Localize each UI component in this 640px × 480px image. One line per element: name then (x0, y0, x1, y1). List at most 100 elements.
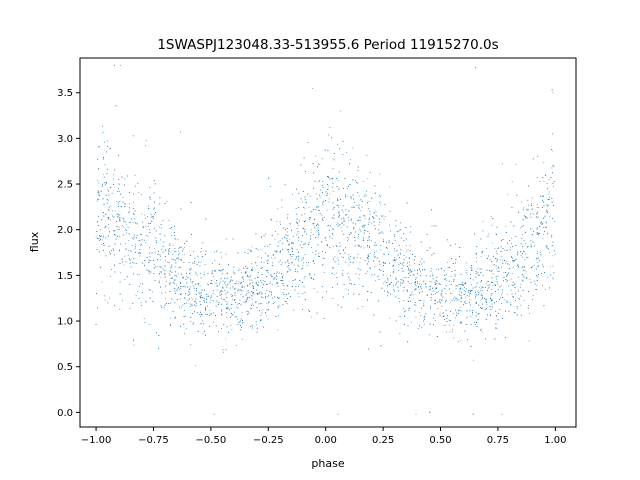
data-point (408, 261, 410, 263)
data-point (523, 275, 525, 277)
data-point (396, 231, 398, 233)
data-point (356, 204, 358, 206)
data-point (511, 256, 512, 258)
data-point (417, 269, 418, 271)
data-point (262, 309, 264, 311)
data-point (99, 235, 101, 237)
data-point (444, 279, 446, 280)
data-point (261, 292, 263, 294)
data-point (218, 269, 220, 271)
data-point (385, 241, 387, 243)
data-point (453, 324, 455, 326)
data-point (366, 246, 368, 248)
data-point (342, 211, 344, 213)
data-point (485, 299, 487, 301)
data-point (493, 255, 494, 257)
data-point (282, 280, 284, 282)
data-point (323, 271, 325, 273)
data-point (414, 282, 416, 284)
data-point (536, 216, 538, 217)
data-point (542, 177, 544, 178)
data-point (461, 295, 463, 297)
data-point (95, 324, 97, 325)
data-point (354, 240, 356, 242)
data-point (185, 315, 187, 317)
data-point (210, 299, 212, 301)
data-point (370, 292, 372, 293)
data-point (213, 312, 215, 314)
data-point (119, 293, 121, 295)
data-point (267, 318, 269, 320)
data-point (380, 232, 382, 234)
data-point (170, 227, 172, 228)
data-point (392, 259, 394, 261)
data-point (509, 267, 511, 269)
data-point (246, 268, 248, 270)
data-point (543, 216, 545, 218)
data-point (397, 254, 399, 256)
data-point (399, 284, 401, 286)
data-point (122, 217, 124, 219)
data-point (133, 193, 134, 195)
data-point (345, 209, 347, 211)
data-point (168, 251, 170, 253)
data-point (153, 192, 155, 194)
data-point (133, 213, 135, 215)
data-point (135, 222, 136, 224)
data-point (180, 282, 182, 284)
data-point (452, 263, 454, 264)
data-point (375, 250, 377, 252)
data-point (102, 158, 104, 160)
data-point (277, 233, 279, 235)
data-point (485, 308, 487, 309)
data-point (195, 298, 197, 300)
data-point (117, 191, 118, 192)
data-point (532, 241, 534, 243)
data-point (486, 281, 488, 283)
data-point (298, 296, 300, 298)
data-point (510, 289, 512, 291)
data-point (506, 301, 508, 303)
data-point (144, 145, 146, 147)
data-point (453, 300, 455, 302)
data-point (349, 159, 351, 161)
data-point (338, 171, 340, 173)
data-point (520, 286, 521, 288)
data-point (552, 92, 554, 94)
data-point (322, 186, 324, 188)
data-point (158, 280, 160, 282)
data-point (116, 213, 118, 215)
data-point (324, 149, 326, 151)
data-point (317, 227, 319, 229)
data-point (543, 201, 544, 203)
data-point (312, 261, 314, 262)
data-point (99, 229, 101, 231)
data-point (403, 240, 405, 242)
data-point (370, 252, 372, 254)
data-point (119, 218, 121, 220)
data-point (233, 266, 235, 268)
data-point (173, 235, 175, 236)
data-point (297, 224, 299, 226)
data-point (405, 227, 407, 228)
data-point (465, 296, 467, 298)
data-point (454, 273, 456, 275)
data-point (524, 259, 526, 261)
data-point (551, 201, 553, 203)
data-point (539, 226, 541, 227)
data-point (316, 198, 318, 200)
data-point (281, 199, 283, 201)
data-point (124, 206, 126, 208)
data-point (435, 225, 437, 227)
data-point (440, 295, 442, 297)
data-point (481, 280, 482, 281)
data-point (98, 194, 100, 196)
data-point (178, 250, 180, 252)
data-point (528, 185, 529, 187)
data-point (258, 281, 259, 283)
data-point (116, 235, 118, 237)
data-point (499, 259, 501, 260)
data-point (436, 281, 438, 282)
data-point (469, 299, 471, 301)
data-point (501, 303, 503, 304)
